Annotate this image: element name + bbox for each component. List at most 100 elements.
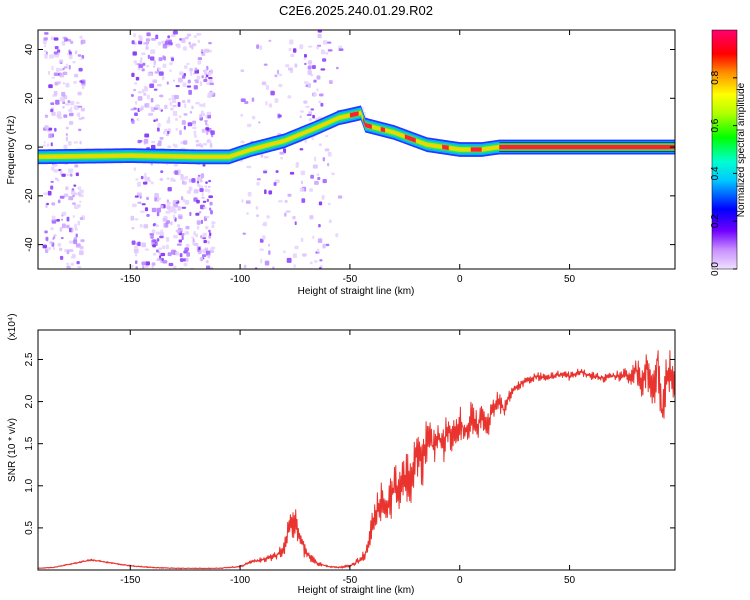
noise-speckle xyxy=(134,253,138,257)
noise-speckle xyxy=(152,244,157,248)
noise-speckle xyxy=(151,207,157,213)
noise-speckle xyxy=(325,243,330,247)
noise-speckle xyxy=(79,250,84,256)
noise-speckle xyxy=(151,262,156,266)
noise-speckle xyxy=(171,99,177,103)
noise-speckle xyxy=(141,88,145,94)
noise-speckle xyxy=(199,103,204,107)
noise-speckle xyxy=(300,170,306,176)
noise-speckle xyxy=(285,210,291,213)
noise-speckle xyxy=(260,258,263,264)
noise-speckle xyxy=(184,175,188,180)
noise-speckle xyxy=(173,179,176,182)
noise-speckle xyxy=(303,81,309,84)
noise-speckle xyxy=(207,188,211,193)
noise-speckle xyxy=(286,257,292,263)
noise-speckle xyxy=(53,51,58,55)
noise-speckle xyxy=(131,72,135,77)
noise-speckle xyxy=(49,241,53,245)
noise-speckle xyxy=(309,215,314,220)
noise-speckle xyxy=(157,123,161,127)
noise-speckle xyxy=(68,112,74,117)
noise-speckle xyxy=(179,71,184,76)
noise-speckle xyxy=(209,82,215,86)
noise-speckle xyxy=(53,72,59,77)
noise-speckle xyxy=(73,81,77,84)
x-tick-label: -100 xyxy=(230,575,250,586)
noise-speckle xyxy=(263,170,268,174)
noise-speckle xyxy=(50,108,54,113)
noise-speckle xyxy=(273,182,277,186)
noise-speckle xyxy=(205,121,208,126)
noise-speckle xyxy=(65,136,69,142)
noise-speckle xyxy=(157,140,162,144)
noise-speckle xyxy=(259,238,264,243)
noise-speckle xyxy=(287,193,292,197)
noise-speckle xyxy=(276,69,280,75)
noise-speckle xyxy=(162,245,166,250)
noise-speckle xyxy=(73,239,78,245)
noise-speckle xyxy=(135,266,138,269)
noise-speckle xyxy=(78,128,82,132)
ridge-core xyxy=(380,126,386,133)
noise-speckle xyxy=(191,178,196,183)
noise-speckle xyxy=(328,80,333,84)
noise-speckle xyxy=(192,72,196,75)
noise-speckle xyxy=(206,260,209,264)
noise-speckle xyxy=(167,252,172,257)
noise-speckle xyxy=(150,49,156,54)
noise-speckle xyxy=(66,249,70,255)
noise-speckle xyxy=(65,133,68,136)
x-tick-label: -50 xyxy=(343,274,358,285)
noise-speckle xyxy=(307,60,312,65)
noise-speckle xyxy=(44,32,49,35)
noise-speckle xyxy=(173,265,177,269)
noise-speckle xyxy=(304,54,307,58)
noise-speckle xyxy=(170,34,176,38)
noise-speckle xyxy=(47,127,53,131)
noise-speckle xyxy=(202,200,207,203)
noise-speckle xyxy=(53,169,58,173)
noise-speckle xyxy=(140,210,145,213)
y-tick-label: -20 xyxy=(24,188,35,203)
noise-speckle xyxy=(155,224,159,227)
noise-speckle xyxy=(208,71,212,76)
noise-speckle xyxy=(43,37,48,41)
noise-speckle xyxy=(324,148,330,152)
noise-speckle xyxy=(201,75,204,79)
noise-speckle xyxy=(317,33,322,39)
noise-speckle xyxy=(316,88,319,92)
noise-speckle xyxy=(312,114,315,119)
snr-frame xyxy=(37,329,676,571)
noise-speckle xyxy=(142,62,146,66)
noise-speckle xyxy=(75,101,80,104)
noise-speckle xyxy=(246,165,252,169)
noise-speckle xyxy=(209,201,213,206)
noise-speckle xyxy=(176,43,181,49)
noise-speckle xyxy=(54,177,59,180)
noise-speckle xyxy=(191,43,197,47)
noise-speckle xyxy=(294,221,297,226)
noise-speckle xyxy=(275,170,279,173)
noise-speckle xyxy=(187,79,191,84)
noise-speckle xyxy=(182,181,187,185)
noise-speckle xyxy=(132,203,137,208)
spectrogram-frame xyxy=(37,29,676,270)
noise-speckle xyxy=(138,140,143,143)
noise-speckle xyxy=(208,79,213,83)
noise-speckle xyxy=(151,265,154,269)
noise-speckle xyxy=(181,75,186,79)
noise-speckle xyxy=(259,45,263,51)
noise-speckle xyxy=(299,187,305,192)
noise-speckle xyxy=(63,144,68,150)
noise-speckle xyxy=(170,57,174,62)
noise-speckle xyxy=(180,176,185,181)
noise-speckle xyxy=(144,133,150,138)
noise-speckle xyxy=(78,204,81,207)
noise-speckle xyxy=(278,84,283,88)
noise-speckle xyxy=(153,60,157,66)
noise-speckle xyxy=(151,229,156,234)
noise-speckle xyxy=(146,213,150,217)
noise-speckle xyxy=(131,240,136,245)
noise-speckle xyxy=(172,104,177,108)
